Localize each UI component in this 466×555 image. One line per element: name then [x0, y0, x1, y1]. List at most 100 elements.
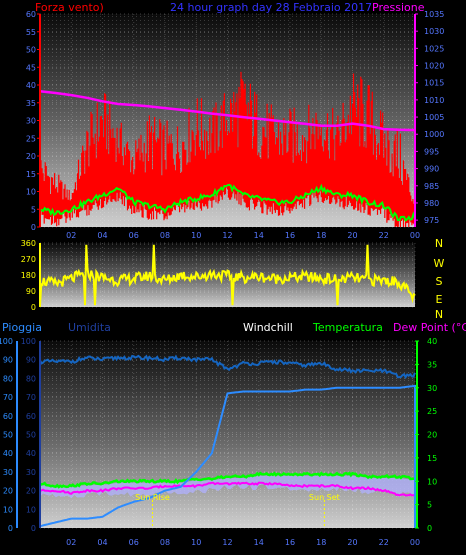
wind-tick-label: 30 — [26, 117, 36, 126]
humidity-x-tick-label: 14 — [254, 538, 264, 547]
humidity-tick-label: 40 — [26, 449, 36, 458]
wind-tick-label: 55 — [26, 28, 36, 37]
direction-tick-label: 0 — [31, 303, 36, 312]
wind-x-tick-label: 20 — [347, 231, 357, 240]
chart-title: 24 hour graph day 28 Febbraio 2017 — [170, 1, 372, 14]
humidity-x-tick-label: 12 — [222, 538, 232, 547]
wind-tick-label: 50 — [26, 46, 36, 55]
pressure-y-axis-labels: 975 980 985 990 995 1000 1005 1010 1015 1020 1025 1… — [414, 10, 444, 227]
temperature-tick-label: 25 — [427, 407, 437, 416]
pressure-tick-label: 1005 — [424, 113, 444, 122]
pressure-tick-label: 1035 — [424, 10, 444, 19]
rain-tick-label: 30 — [3, 468, 13, 477]
windchill-band — [40, 475, 415, 499]
sun-marker-label: Sun Rise — [135, 493, 170, 502]
wind-x-tick-label: 16 — [285, 231, 295, 240]
humidity-tick-label: 20 — [26, 487, 36, 496]
humidity-line — [39, 354, 416, 380]
rain-tick-label: 40 — [3, 449, 13, 458]
pressure-tick-label: 995 — [424, 147, 439, 156]
direction-tick-label: 270 — [21, 255, 36, 264]
direction-y-axis-labels: 0 90 180 270 360 — [21, 239, 41, 312]
temperature-tick-label: 35 — [427, 360, 437, 369]
humidity-x-tick-label: 02 — [66, 538, 76, 547]
compass-label: S — [436, 275, 443, 288]
temperature-line — [39, 471, 416, 489]
wind-y-axis-labels: 0 5 10 15 20 25 30 35 40 45 50 55 60 — [26, 10, 41, 232]
wind-tick-label: 35 — [26, 99, 36, 108]
pressure-tick-label: 985 — [424, 182, 439, 191]
wind-tick-label: 10 — [26, 188, 36, 197]
rain-line — [39, 384, 416, 528]
rain-tick-label: 60 — [3, 412, 13, 421]
rain-y-axis-labels: 0 0 10 10 20 20 30 30 40 40 50 50 60 60 70 70 80 80 90 90 10… — [0, 337, 41, 533]
wind-tick-label: 25 — [26, 134, 36, 143]
pressure-tick-label: 980 — [424, 199, 439, 208]
compass-label: N — [435, 308, 443, 321]
pressure-tick-label: 1030 — [424, 27, 444, 36]
pressure-tick-label: 1025 — [424, 44, 444, 53]
pressure-line — [39, 90, 416, 132]
humidity-x-tick-label: 16 — [285, 538, 295, 547]
rain-tick-label: 70 — [3, 393, 13, 402]
wind-tick-label: 45 — [26, 63, 36, 72]
temperature-tick-label: 30 — [427, 384, 437, 393]
pressure-tick-label: 1000 — [424, 130, 444, 139]
humidity-tick-label: 90 — [26, 356, 36, 365]
temperature-y-axis-labels: 0 5 10 15 20 25 30 35 40 — [415, 337, 437, 533]
legend-temperatura: Temperatura — [312, 321, 383, 334]
rain-tick-label: 50 — [3, 431, 13, 440]
direction-tick-label: 90 — [26, 287, 36, 296]
legend-umidita: Umidita — [68, 321, 111, 334]
humidity-x-axis-labels: 02 04 06 08 10 12 14 16 18 20 22 00 — [66, 538, 420, 547]
humidity-x-tick-label: 22 — [379, 538, 389, 547]
wind-x-tick-label: 04 — [97, 231, 107, 240]
wind-x-tick-label: 02 — [66, 231, 76, 240]
wind-x-tick-label: 22 — [379, 231, 389, 240]
legend-pioggia: Pioggia — [2, 321, 42, 334]
legend-dew-point: Dew Point (°C) — [393, 321, 466, 334]
wind-tick-label: 15 — [26, 170, 36, 179]
rain-tick-label: 80 — [3, 374, 13, 383]
compass-label: E — [436, 293, 443, 306]
humidity-x-tick-label: 00 — [410, 538, 420, 547]
humidity-tick-label: 70 — [26, 393, 36, 402]
humidity-tick-label: 0 — [31, 524, 36, 533]
wind-tick-label: 60 — [26, 10, 36, 19]
rain-tick-label: 20 — [3, 487, 13, 496]
humidity-x-tick-label: 18 — [316, 538, 326, 547]
humidity-x-tick-label: 08 — [160, 538, 170, 547]
humidity-tick-label: 80 — [26, 374, 36, 383]
humidity-tick-label: 10 — [26, 505, 36, 514]
wind-tick-label: 20 — [26, 152, 36, 161]
temperature-tick-label: 10 — [427, 477, 437, 486]
dew-point-line — [39, 481, 416, 497]
direction-tick-label: 360 — [21, 239, 36, 248]
direction-line — [39, 244, 416, 306]
rain-tick-label: 0 — [8, 524, 13, 533]
temperature-tick-label: 15 — [427, 454, 437, 463]
wind-tick-label: 0 — [31, 223, 36, 232]
temperature-tick-label: 5 — [427, 501, 432, 510]
wind-x-tick-label: 00 — [410, 231, 420, 240]
humidity-x-tick-label: 20 — [347, 538, 357, 547]
sun-marker-label: Sun Set — [309, 493, 340, 502]
pressure-tick-label: 1020 — [424, 62, 444, 71]
humidity-tick-label: 100 — [21, 337, 36, 346]
wind-x-tick-label: 10 — [191, 231, 201, 240]
rain-tick-label: 90 — [3, 356, 13, 365]
temperature-tick-label: 20 — [427, 431, 437, 440]
wind-x-tick-label: 06 — [129, 231, 139, 240]
pressure-axis-title: Pressione — [372, 1, 425, 14]
sun-markers: Sun Rise Sun Set — [135, 493, 340, 528]
wind-x-tick-label: 12 — [222, 231, 232, 240]
rain-tick-label: 100 — [0, 337, 13, 346]
wind-x-tick-label: 14 — [254, 231, 264, 240]
pressure-tick-label: 1010 — [424, 96, 444, 105]
temperature-tick-label: 40 — [427, 337, 437, 346]
